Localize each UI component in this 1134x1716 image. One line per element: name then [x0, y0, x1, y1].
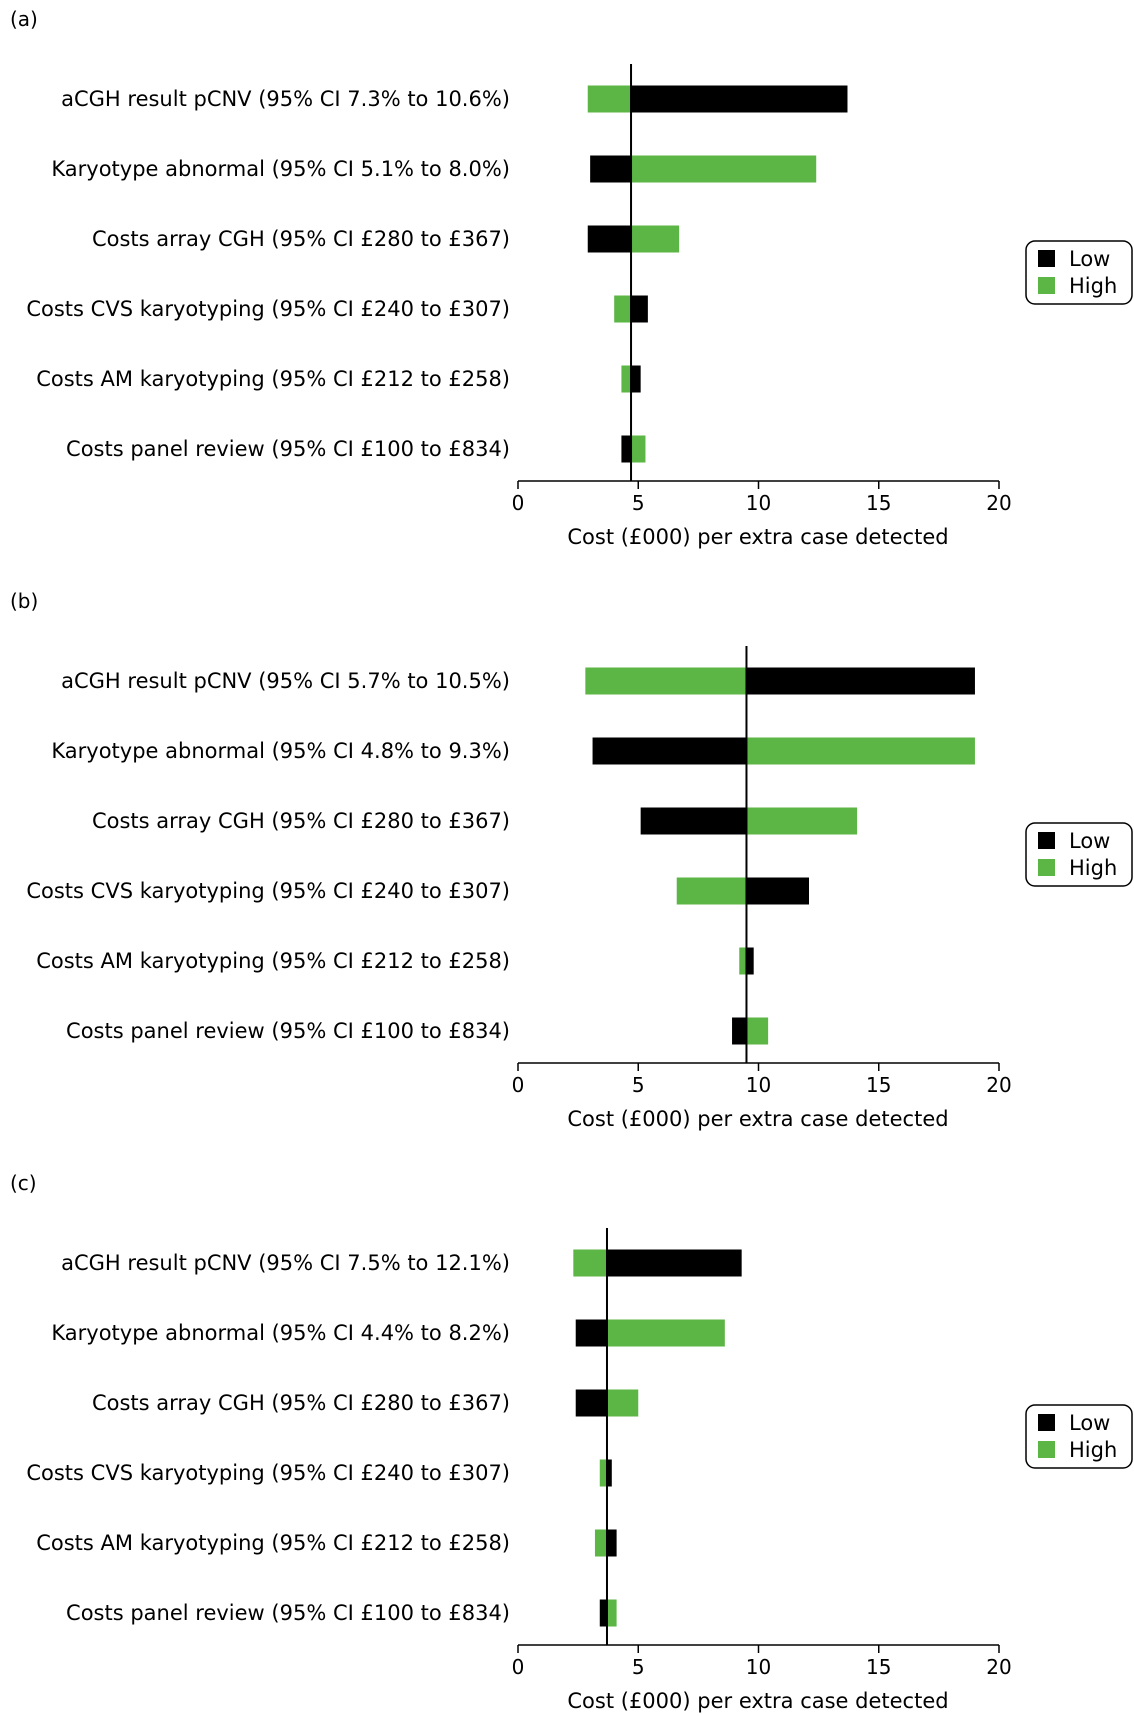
legend-label: High	[1069, 274, 1117, 298]
low-bar	[599, 1599, 607, 1627]
high-bar	[631, 435, 646, 463]
high-bar	[746, 807, 858, 835]
high-bar	[631, 155, 817, 183]
legend-label: Low	[1069, 1411, 1110, 1435]
category-label: Karyotype abnormal (95% CI 4.4% to 8.2%)	[51, 1321, 510, 1345]
x-tick-label: 10	[746, 1073, 771, 1097]
high-bar	[606, 1389, 639, 1417]
low-bar	[746, 947, 754, 975]
category-label: Costs CVS karyotyping (95% CI £240 to £3…	[26, 297, 510, 321]
low-bar	[592, 737, 747, 765]
legend: Low High	[1025, 1404, 1133, 1469]
category-label: Costs panel review (95% CI £100 to £834)	[66, 437, 510, 461]
high-bar	[599, 1459, 607, 1487]
low-bar	[732, 1017, 747, 1045]
category-label: aCGH result pCNV (95% CI 7.5% to 12.1%)	[61, 1251, 510, 1275]
low-bar	[587, 225, 632, 253]
x-tick-label: 20	[986, 1073, 1011, 1097]
high-bar	[739, 947, 747, 975]
category-label: Costs CVS karyotyping (95% CI £240 to £3…	[26, 879, 510, 903]
panel-label: (b)	[10, 589, 38, 613]
low-bar	[631, 365, 641, 393]
low-bar	[606, 1459, 612, 1487]
x-axis-title: Cost (£000) per extra case detected	[567, 525, 948, 549]
category-label: Costs CVS karyotyping (95% CI £240 to £3…	[26, 1461, 510, 1485]
low-bar	[575, 1319, 607, 1347]
panel-label: (c)	[10, 1171, 37, 1195]
x-tick-label: 20	[986, 1655, 1011, 1679]
high-bar	[606, 1599, 617, 1627]
x-axis-title: Cost (£000) per extra case detected	[567, 1689, 948, 1713]
legend-swatch	[1038, 832, 1055, 849]
high-bar	[631, 225, 680, 253]
legend-label: Low	[1069, 247, 1110, 271]
x-tick-label: 5	[632, 1655, 645, 1679]
legend-label: Low	[1069, 829, 1110, 853]
category-label: Costs AM karyotyping (95% CI £212 to £25…	[36, 1531, 510, 1555]
x-tick-label: 0	[512, 491, 525, 515]
high-bar	[587, 85, 632, 113]
x-tick-label: 10	[746, 1655, 771, 1679]
legend-swatch	[1038, 1441, 1055, 1458]
high-bar	[746, 737, 975, 765]
low-bar	[606, 1249, 742, 1277]
low-bar	[621, 435, 632, 463]
x-tick-label: 0	[512, 1655, 525, 1679]
category-label: Costs AM karyotyping (95% CI £212 to £25…	[36, 367, 510, 391]
category-label: Costs panel review (95% CI £100 to £834)	[66, 1019, 510, 1043]
chart-panel: (c) aCGH result pCNV (95% CI 7.5% to 12.1…	[10, 1171, 1133, 1713]
chart-panel: (a) aCGH result pCNV (95% CI 7.3% to 10.6…	[10, 7, 1133, 549]
high-bar	[585, 667, 747, 695]
legend-swatch	[1038, 859, 1055, 876]
x-tick-label: 15	[866, 1655, 891, 1679]
legend-label: High	[1069, 856, 1117, 880]
legend-label: High	[1069, 1438, 1117, 1462]
legend: Low High	[1025, 240, 1133, 305]
low-bar	[746, 667, 975, 695]
x-axis-title: Cost (£000) per extra case detected	[567, 1107, 948, 1131]
category-label: aCGH result pCNV (95% CI 7.3% to 10.6%)	[61, 87, 510, 111]
legend-swatch	[1038, 277, 1055, 294]
low-bar	[590, 155, 632, 183]
x-tick-label: 5	[632, 1073, 645, 1097]
high-bar	[676, 877, 747, 905]
legend-swatch	[1038, 250, 1055, 267]
low-bar	[631, 85, 848, 113]
x-tick-label: 5	[632, 491, 645, 515]
high-bar	[594, 1529, 607, 1557]
legend: Low High	[1025, 822, 1133, 887]
legend-swatch	[1038, 1414, 1055, 1431]
category-label: Costs panel review (95% CI £100 to £834)	[66, 1601, 510, 1625]
low-bar	[746, 877, 810, 905]
panel-label: (a)	[10, 7, 38, 31]
high-bar	[621, 365, 632, 393]
high-bar	[606, 1319, 725, 1347]
x-tick-label: 0	[512, 1073, 525, 1097]
low-bar	[575, 1389, 607, 1417]
high-bar	[573, 1249, 607, 1277]
category-label: Costs array CGH (95% CI £280 to £367)	[92, 227, 510, 251]
chart-panel: (b) aCGH result pCNV (95% CI 5.7% to 10.5…	[10, 589, 1133, 1131]
category-label: Costs array CGH (95% CI £280 to £367)	[92, 809, 510, 833]
x-tick-label: 15	[866, 1073, 891, 1097]
low-bar	[606, 1529, 617, 1557]
category-label: Karyotype abnormal (95% CI 4.8% to 9.3%)	[51, 739, 510, 763]
x-tick-label: 20	[986, 491, 1011, 515]
x-tick-label: 10	[746, 491, 771, 515]
high-bar	[614, 295, 632, 323]
category-label: Costs AM karyotyping (95% CI £212 to £25…	[36, 949, 510, 973]
low-bar	[640, 807, 747, 835]
x-tick-label: 15	[866, 491, 891, 515]
high-bar	[746, 1017, 769, 1045]
category-label: Karyotype abnormal (95% CI 5.1% to 8.0%)	[51, 157, 510, 181]
category-label: Costs array CGH (95% CI £280 to £367)	[92, 1391, 510, 1415]
low-bar	[631, 295, 648, 323]
category-label: aCGH result pCNV (95% CI 5.7% to 10.5%)	[61, 669, 510, 693]
